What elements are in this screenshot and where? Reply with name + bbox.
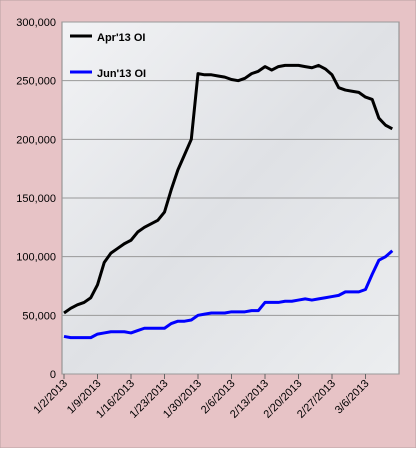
y-tick-label: 0 [50, 369, 56, 381]
y-tick-label: 150,000 [16, 193, 56, 205]
y-tick-label: 300,000 [16, 17, 56, 29]
y-tick-label: 50,000 [22, 310, 56, 322]
legend-label: Apr'13 OI [97, 32, 145, 44]
legend-label: Jun'13 OI [97, 68, 146, 80]
y-tick-label: 100,000 [16, 252, 56, 264]
series-line [63, 63, 393, 315]
series-line [63, 249, 394, 340]
y-tick-label: 250,000 [16, 76, 56, 88]
y-tick-label: 200,000 [16, 134, 56, 146]
